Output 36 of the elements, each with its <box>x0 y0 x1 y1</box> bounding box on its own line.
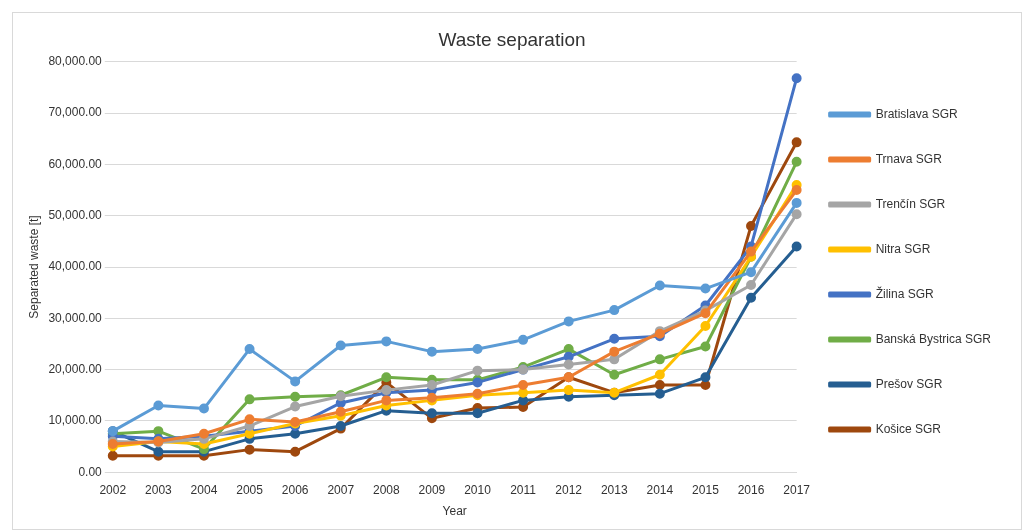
x-tick-label: 2008 <box>372 482 400 497</box>
x-tick-label: 2003 <box>145 482 173 497</box>
x-tick-label: 2015 <box>692 482 720 497</box>
x-axis-title: Year <box>442 504 467 519</box>
x-tick-label: 2010 <box>464 482 492 497</box>
x-tick-label: 2017 <box>783 482 811 497</box>
x-tick-label: 2016 <box>737 482 765 497</box>
y-tick-label: 40,000.00 <box>48 259 103 274</box>
x-tick-label: 2011 <box>510 482 537 497</box>
x-tick-label: 2012 <box>555 482 583 497</box>
y-tick-label: 30,000.00 <box>48 310 103 325</box>
y-tick-label: 70,000.00 <box>48 105 103 120</box>
legend-label: Trenčín SGR <box>875 196 946 211</box>
y-tick-label: 80,000.00 <box>48 54 103 69</box>
legend-label: Trnava SGR <box>875 151 943 166</box>
x-tick-label: 2004 <box>190 482 218 497</box>
chart-title: Waste separation <box>438 28 586 50</box>
legend-label: Košice SGR <box>875 421 942 436</box>
x-tick-label: 2007 <box>327 482 355 497</box>
y-tick-label: 50,000.00 <box>48 208 103 223</box>
x-tick-label: 2009 <box>418 482 446 497</box>
legend-label: Nitra SGR <box>875 241 931 256</box>
x-tick-label: 2002 <box>99 482 127 497</box>
x-tick-label: 2014 <box>646 482 674 497</box>
y-tick-label: 60,000.00 <box>48 156 103 171</box>
legend-label: Bratislava SGR <box>875 106 958 121</box>
legend-label: Banská Bystrica SGR <box>875 331 992 346</box>
legend-label: Prešov SGR <box>875 376 943 391</box>
y-tick-label: 20,000.00 <box>48 361 103 376</box>
y-tick-label: 0.00 <box>78 464 103 479</box>
y-axis-title: Separated waste [t] <box>26 215 41 319</box>
x-tick-label: 2005 <box>236 482 264 497</box>
legend-label: Žilina SGR <box>875 285 934 301</box>
x-tick-label: 2013 <box>600 482 628 497</box>
x-tick-label: 2006 <box>281 482 309 497</box>
y-tick-label: 10,000.00 <box>48 413 103 428</box>
